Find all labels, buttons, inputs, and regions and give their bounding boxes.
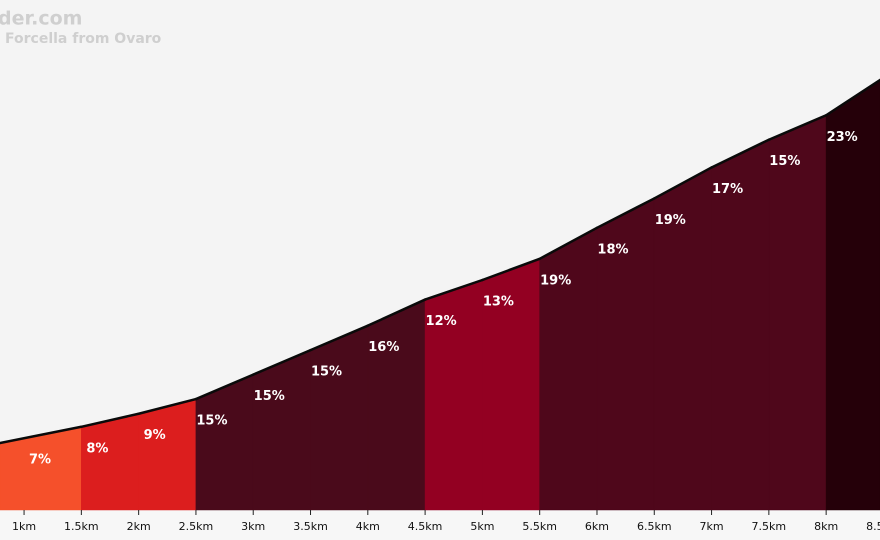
- x-tick-label: 2km: [127, 520, 151, 533]
- axis-band: [0, 510, 880, 540]
- profile-line: [710, 138, 771, 169]
- gradient-label: 8%: [86, 441, 108, 456]
- profile-line: [194, 373, 255, 401]
- gradient-label: 15%: [311, 365, 342, 380]
- x-tick-label: 8km: [814, 520, 838, 533]
- profile-line: [538, 226, 599, 261]
- gradient-segment: [825, 79, 880, 511]
- gradient-label: 15%: [196, 414, 227, 429]
- gradient-label: 12%: [426, 314, 457, 329]
- x-tick-label: 7.5km: [752, 520, 787, 533]
- profile-line: [137, 397, 198, 415]
- profile-line: [423, 278, 484, 301]
- profile-line: [595, 197, 656, 230]
- gradient-label: 19%: [655, 213, 686, 228]
- profile-line: [653, 166, 713, 200]
- gradient-label: 23%: [827, 130, 858, 145]
- gradient-label: 19%: [540, 273, 571, 288]
- x-tick-label: 7km: [700, 520, 724, 533]
- x-tick-label: 1km: [12, 520, 36, 533]
- profile-line: [251, 348, 312, 376]
- x-tick-label: 6.5km: [637, 520, 672, 533]
- gradient-segment: [768, 114, 827, 511]
- profile-line: [80, 412, 140, 429]
- gradient-label: 16%: [368, 340, 399, 355]
- profile-line: [0, 425, 83, 445]
- gradient-label: 7%: [29, 453, 51, 468]
- gradient-label: 18%: [597, 242, 628, 257]
- gradient-label: 15%: [254, 389, 285, 404]
- gradient-segment: [367, 299, 426, 511]
- gradient-label: 15%: [769, 154, 800, 169]
- profile-line: [481, 257, 541, 282]
- x-tick-label: 6km: [585, 520, 609, 533]
- climb-name: Forcella from Ovaro: [5, 31, 162, 47]
- x-tick-label: 5km: [470, 520, 494, 533]
- profile-line: [366, 298, 427, 327]
- gradient-segment: [81, 413, 139, 511]
- gradient-segment: [138, 398, 197, 511]
- gradient-segment: [539, 227, 598, 511]
- x-tick-label: 4.5km: [408, 520, 443, 533]
- x-tick-label: 5.5km: [522, 520, 557, 533]
- site-name: der.com: [0, 8, 82, 30]
- profile-line: [824, 78, 880, 117]
- x-tick-label: 2.5km: [179, 520, 214, 533]
- gradient-segment: [310, 325, 369, 511]
- x-tick-label: 8.5km: [866, 520, 880, 533]
- x-tick-label: 4km: [356, 520, 380, 533]
- gradient-label: 9%: [144, 428, 166, 443]
- gradient-label: 13%: [483, 294, 514, 309]
- gradient-label: 17%: [712, 182, 743, 197]
- x-tick-label: 3km: [241, 520, 265, 533]
- x-tick-label: 3.5km: [293, 520, 328, 533]
- profile-line: [767, 114, 828, 141]
- x-tick-label: 1.5km: [64, 520, 99, 533]
- gradient-segment: [252, 349, 311, 511]
- profile-line: [309, 324, 370, 352]
